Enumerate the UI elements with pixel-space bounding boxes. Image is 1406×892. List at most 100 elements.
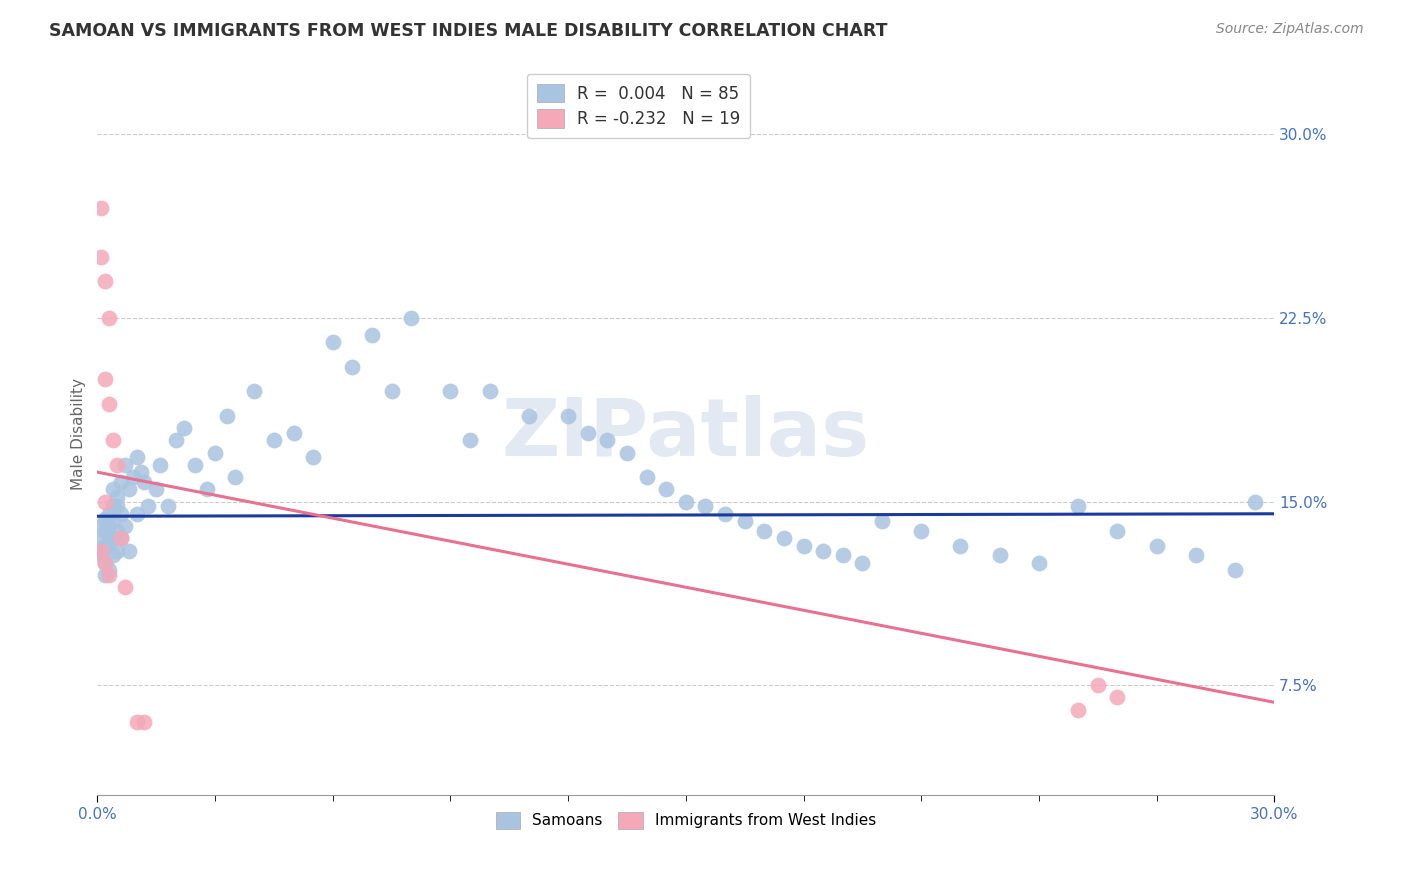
Point xyxy=(793,539,815,553)
Point xyxy=(129,465,152,479)
Point xyxy=(173,421,195,435)
Point xyxy=(517,409,540,423)
Point xyxy=(773,531,796,545)
Point xyxy=(215,409,238,423)
Point xyxy=(101,531,124,545)
Point xyxy=(114,580,136,594)
Point xyxy=(94,524,117,538)
Point xyxy=(98,507,121,521)
Point xyxy=(94,556,117,570)
Point xyxy=(283,425,305,440)
Text: Source: ZipAtlas.com: Source: ZipAtlas.com xyxy=(1216,22,1364,37)
Point xyxy=(831,549,853,563)
Point xyxy=(156,500,179,514)
Text: ZIPatlas: ZIPatlas xyxy=(502,395,870,473)
Point xyxy=(98,536,121,550)
Point xyxy=(870,514,893,528)
Point xyxy=(94,568,117,582)
Point xyxy=(110,531,132,545)
Point xyxy=(90,201,112,215)
Point xyxy=(110,475,132,489)
Point xyxy=(105,500,128,514)
Point xyxy=(134,714,156,729)
Point xyxy=(399,310,422,325)
Point xyxy=(195,483,218,497)
Point xyxy=(125,507,148,521)
Point xyxy=(322,335,344,350)
Point xyxy=(90,250,112,264)
Point xyxy=(458,434,481,448)
Point xyxy=(105,524,128,538)
Point xyxy=(90,519,112,533)
Point xyxy=(576,425,599,440)
Point xyxy=(94,539,117,553)
Point xyxy=(439,384,461,399)
Point xyxy=(557,409,579,423)
Text: SAMOAN VS IMMIGRANTS FROM WEST INDIES MALE DISABILITY CORRELATION CHART: SAMOAN VS IMMIGRANTS FROM WEST INDIES MA… xyxy=(49,22,887,40)
Point xyxy=(342,359,364,374)
Point xyxy=(90,531,112,545)
Point xyxy=(94,372,117,386)
Point xyxy=(134,475,156,489)
Point xyxy=(165,434,187,448)
Point xyxy=(105,543,128,558)
Point xyxy=(361,328,384,343)
Point xyxy=(714,507,737,521)
Point xyxy=(101,500,124,514)
Point xyxy=(478,384,501,399)
Point xyxy=(243,384,266,399)
Point xyxy=(263,434,285,448)
Point xyxy=(114,458,136,472)
Point xyxy=(754,524,776,538)
Point xyxy=(90,549,112,563)
Point xyxy=(1107,690,1129,705)
Point xyxy=(114,519,136,533)
Point xyxy=(1107,524,1129,538)
Point xyxy=(105,490,128,504)
Point xyxy=(94,511,117,525)
Point xyxy=(949,539,972,553)
Point xyxy=(596,434,619,448)
Point xyxy=(90,543,112,558)
Point xyxy=(101,514,124,528)
Point xyxy=(1185,549,1208,563)
Point xyxy=(695,500,717,514)
Point xyxy=(655,483,678,497)
Point xyxy=(90,543,112,558)
Point xyxy=(101,549,124,563)
Point xyxy=(734,514,756,528)
Point xyxy=(118,543,141,558)
Point xyxy=(121,470,143,484)
Point xyxy=(138,500,160,514)
Point xyxy=(184,458,207,472)
Point xyxy=(381,384,404,399)
Point xyxy=(204,445,226,459)
Point xyxy=(98,396,121,410)
Point xyxy=(302,450,325,465)
Legend: Samoans, Immigrants from West Indies: Samoans, Immigrants from West Indies xyxy=(489,805,882,835)
Point xyxy=(1028,556,1050,570)
Point xyxy=(1067,703,1090,717)
Point xyxy=(910,524,932,538)
Point xyxy=(125,714,148,729)
Point xyxy=(636,470,658,484)
Point xyxy=(1223,563,1246,577)
Point xyxy=(110,507,132,521)
Point xyxy=(94,494,117,508)
Point xyxy=(94,274,117,288)
Point xyxy=(149,458,172,472)
Point xyxy=(110,531,132,545)
Point xyxy=(616,445,638,459)
Point xyxy=(675,494,697,508)
Y-axis label: Male Disability: Male Disability xyxy=(72,378,86,491)
Point xyxy=(1067,500,1090,514)
Point xyxy=(851,556,873,570)
Point xyxy=(101,483,124,497)
Point xyxy=(101,434,124,448)
Point xyxy=(98,563,121,577)
Point xyxy=(145,483,167,497)
Point xyxy=(94,556,117,570)
Point xyxy=(1087,678,1109,692)
Point xyxy=(125,450,148,465)
Point xyxy=(118,483,141,497)
